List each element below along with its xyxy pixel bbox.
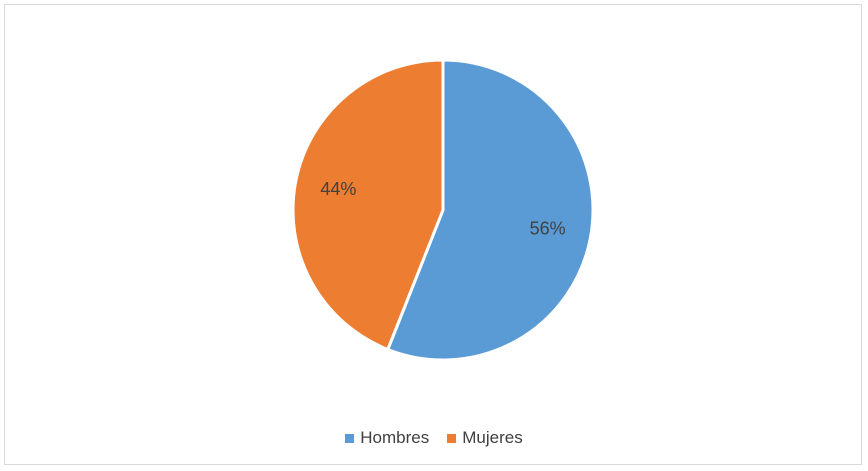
data-label-hombres: 56% — [530, 219, 566, 239]
pie-slice-hombres — [386, 58, 595, 362]
legend-swatch-hombres — [345, 433, 355, 443]
pie-slice-mujeres — [291, 58, 445, 351]
legend-item-hombres: Hombres — [345, 428, 429, 448]
legend-label-hombres: Hombres — [360, 428, 430, 447]
legend: Hombres Mujeres — [0, 428, 868, 448]
data-label-mujeres: 44% — [320, 179, 356, 199]
legend-item-mujeres: Mujeres — [447, 428, 523, 448]
legend-label-mujeres: Mujeres — [462, 428, 523, 447]
legend-swatch-mujeres — [447, 433, 457, 443]
